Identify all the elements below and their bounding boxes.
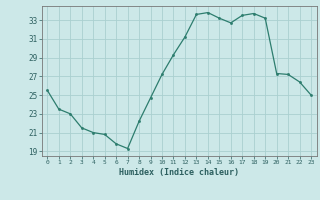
X-axis label: Humidex (Indice chaleur): Humidex (Indice chaleur) xyxy=(119,168,239,177)
